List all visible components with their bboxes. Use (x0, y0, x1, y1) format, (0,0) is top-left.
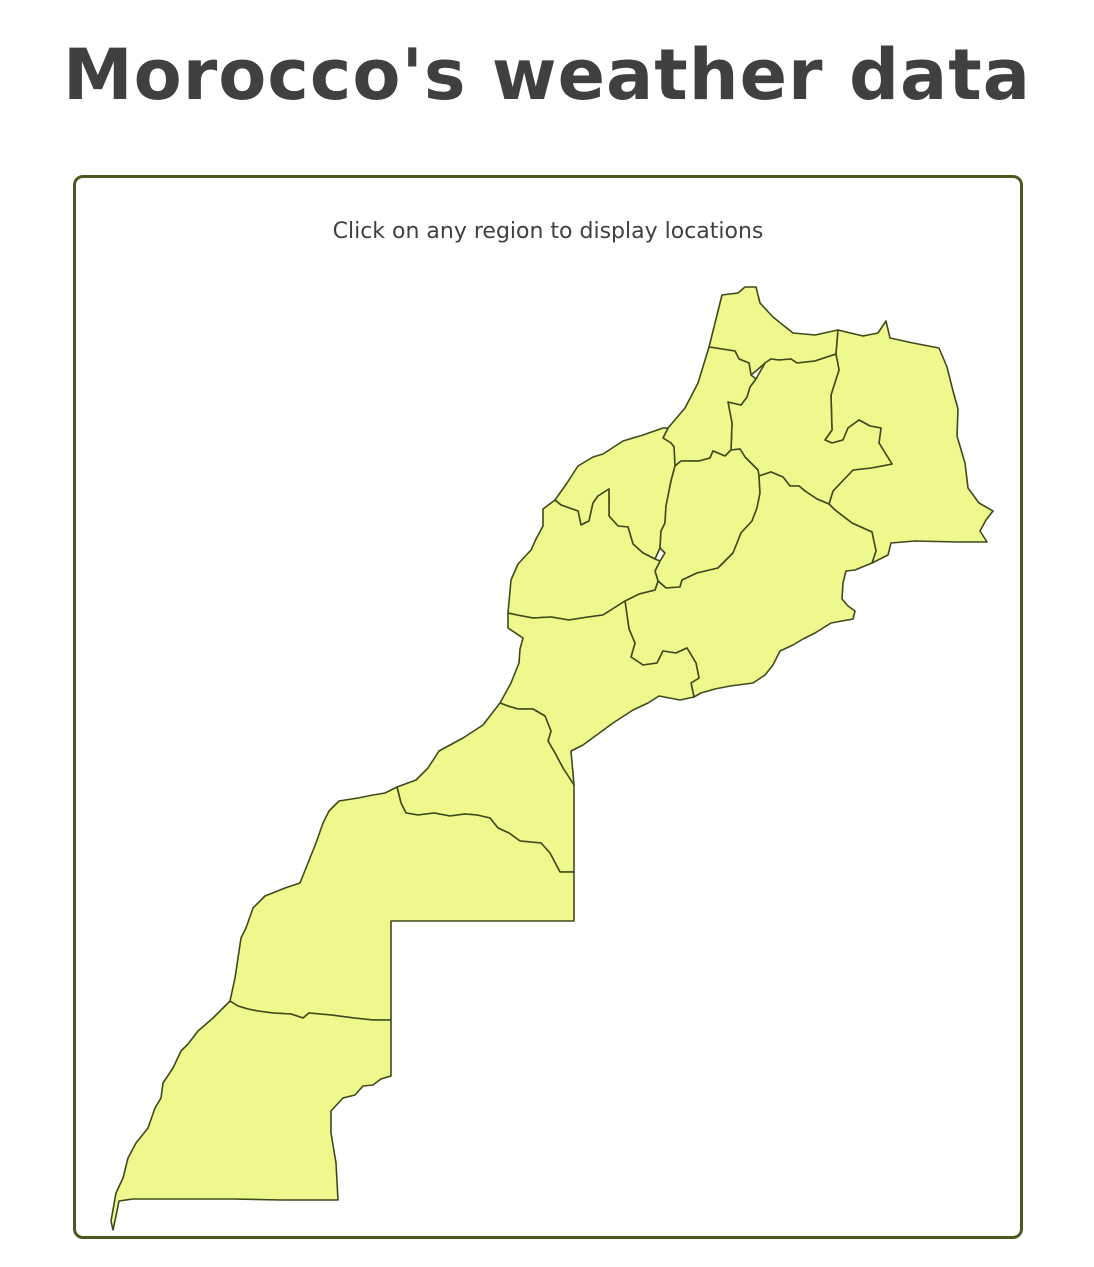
region-draa-tafilalet[interactable] (624, 471, 877, 698)
map-instruction: Click on any region to display locations (332, 219, 764, 244)
region-dakhla-oued-ed-dahab[interactable] (110, 1000, 392, 1231)
page-title: Morocco's weather data (63, 34, 1031, 116)
region-marrakech-safi[interactable] (507, 488, 661, 621)
region-map (110, 286, 994, 1231)
map-container: Click on any region to display locations (73, 175, 1023, 1239)
